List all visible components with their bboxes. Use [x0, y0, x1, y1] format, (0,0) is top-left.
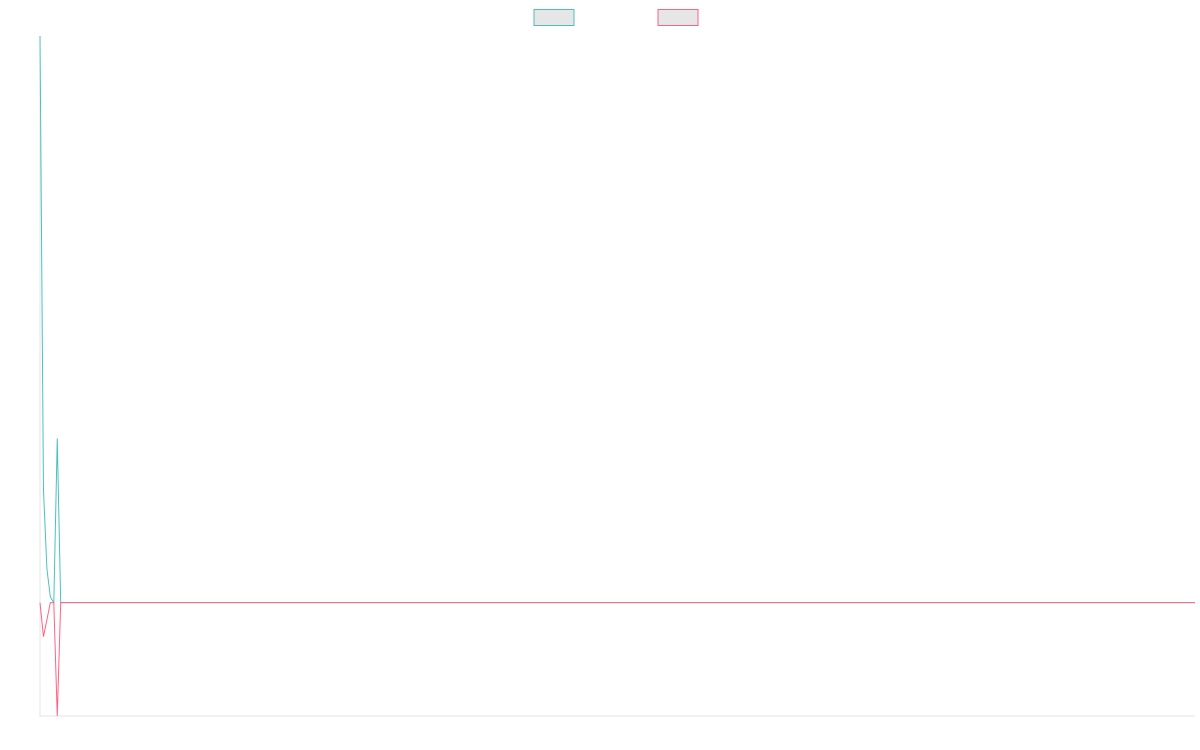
- plot-area: [39, 35, 1195, 717]
- series-1-line: [39, 35, 1195, 605]
- series-2-line: [39, 602, 1195, 717]
- legend-swatch-series-1: [533, 9, 575, 26]
- axes: [39, 36, 1195, 717]
- legend-swatch-series-2: [657, 9, 699, 26]
- legend: [533, 9, 699, 26]
